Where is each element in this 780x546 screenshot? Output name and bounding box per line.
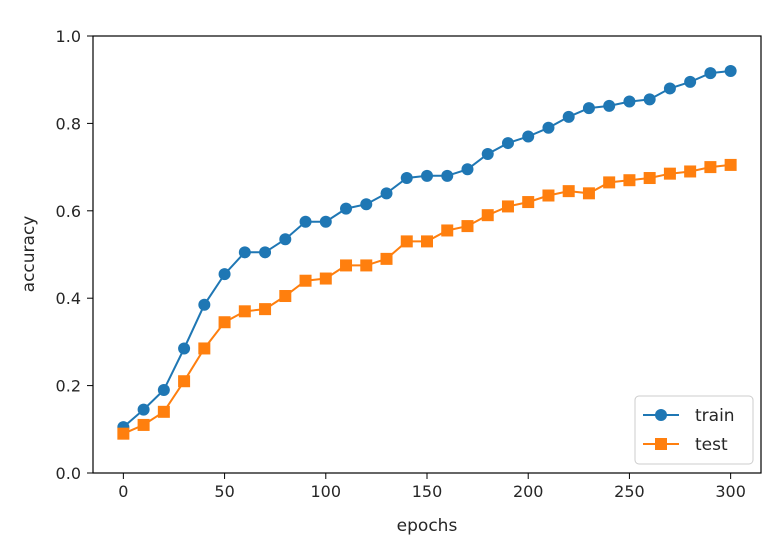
data-point-test: [603, 176, 616, 189]
data-point-test: [704, 161, 717, 174]
y-tick-label: 0.8: [56, 114, 81, 133]
legend-marker-test: [655, 438, 667, 450]
data-point-test: [542, 189, 555, 202]
x-axis-label: epochs: [397, 516, 458, 536]
x-tick-label: 100: [311, 482, 342, 501]
data-point-test: [623, 174, 636, 187]
data-point-train: [421, 169, 433, 182]
data-point-test: [380, 252, 393, 265]
data-point-test: [724, 158, 737, 171]
legend-box: [634, 395, 754, 465]
data-point-train: [137, 403, 150, 416]
y-tick-label: 0.0: [56, 464, 81, 483]
data-point-test: [522, 196, 535, 209]
data-point-test: [259, 303, 272, 316]
data-point-train: [501, 137, 514, 150]
data-point-train: [360, 198, 373, 211]
data-point-test: [501, 200, 514, 213]
data-point-train: [218, 268, 231, 281]
data-point-train: [603, 99, 616, 112]
data-point-train: [623, 95, 636, 108]
data-point-train: [724, 64, 737, 77]
data-point-test: [319, 272, 332, 285]
y-tick-label: 0.6: [56, 202, 81, 221]
data-point-test: [198, 342, 211, 355]
data-point-train: [684, 75, 697, 88]
x-tick-label: 200: [513, 482, 544, 501]
y-tick-label: 0.4: [56, 289, 81, 308]
data-point-train: [198, 298, 211, 311]
y-tick-label: 0.2: [56, 377, 81, 396]
x-tick-label: 300: [715, 482, 746, 501]
data-point-train: [279, 233, 292, 246]
data-point-train: [542, 121, 555, 134]
data-point-train: [704, 67, 717, 80]
data-point-train: [238, 246, 251, 259]
data-point-test: [178, 375, 191, 388]
data-point-test: [157, 405, 170, 418]
data-point-test: [299, 274, 312, 287]
data-point-test: [340, 259, 353, 272]
data-point-test: [117, 427, 130, 440]
data-point-train: [299, 215, 312, 228]
x-tick-label: 50: [214, 482, 234, 501]
data-point-test: [360, 259, 373, 272]
data-point-test: [481, 209, 494, 222]
data-point-test: [400, 235, 413, 248]
data-point-train: [441, 169, 454, 182]
data-point-test: [562, 185, 575, 198]
data-point-test: [684, 165, 697, 178]
legend: train test: [634, 395, 754, 465]
data-point-train: [481, 147, 494, 160]
data-point-train: [522, 130, 535, 143]
data-point-train: [400, 172, 413, 185]
data-point-train: [461, 163, 474, 176]
series-layer: [117, 64, 737, 440]
data-point-train: [259, 246, 272, 259]
data-point-test: [238, 305, 251, 318]
data-point-train: [643, 93, 656, 106]
data-point-test: [582, 187, 595, 200]
x-tick-label: 250: [614, 482, 645, 501]
data-point-test: [421, 235, 433, 248]
y-tick-label: 1.0: [56, 27, 81, 46]
data-point-train: [663, 82, 676, 95]
data-point-train: [582, 102, 595, 115]
data-point-train: [562, 110, 575, 123]
data-point-train: [380, 187, 393, 200]
data-point-train: [157, 383, 170, 396]
x-tick-label: 150: [412, 482, 443, 501]
data-point-test: [461, 220, 474, 233]
data-point-test: [279, 290, 292, 303]
legend-marker-train: [655, 409, 667, 421]
data-point-train: [319, 215, 332, 228]
data-point-test: [218, 316, 231, 329]
data-point-train: [340, 202, 353, 215]
data-point-test: [137, 418, 150, 431]
legend-label-test: test: [695, 435, 728, 455]
data-point-test: [643, 172, 656, 185]
data-point-test: [441, 224, 454, 237]
data-point-test: [663, 167, 676, 180]
ticks-layer: 0 50 100 150 200 250 300 0.0 0.2 0.4 0.6 0.8 1.0: [56, 27, 746, 501]
y-axis-label: accuracy: [19, 216, 39, 293]
data-point-train: [178, 342, 191, 355]
x-tick-label: 0: [118, 482, 128, 501]
legend-label-train: train: [695, 406, 735, 426]
